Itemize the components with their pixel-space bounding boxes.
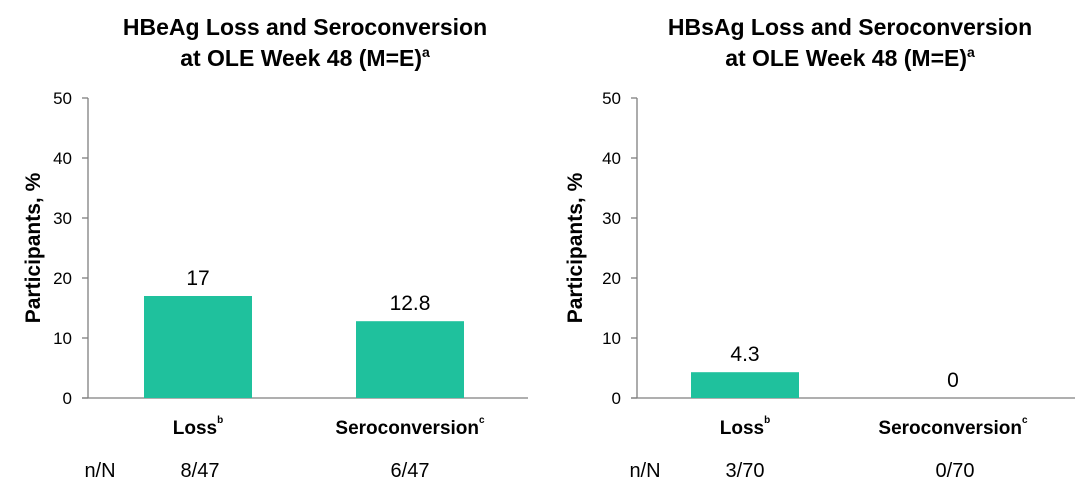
y-tick-label: 0	[612, 389, 621, 408]
chart-title-line-2: at OLE Week 48 (M=E)a	[180, 44, 430, 71]
y-tick-label: 30	[602, 209, 621, 228]
n-over-n-row-label: n/N	[84, 460, 115, 482]
y-tick-label: 20	[602, 269, 621, 288]
data-labels: 4.30	[730, 343, 958, 392]
bar-loss	[144, 296, 252, 398]
chart-title-line-1: HBsAg Loss and Seroconversion	[668, 14, 1032, 40]
y-tick-label: 0	[63, 389, 72, 408]
n-over-n-seroconversion: 0/70	[936, 460, 975, 482]
y-ticks: 0 10 20 30 40 50	[53, 89, 88, 408]
y-tick-label: 50	[53, 89, 72, 108]
category-label-seroconversion: Seroconversionc	[878, 415, 1028, 439]
n-over-n-loss: 8/47	[181, 460, 220, 482]
y-tick-label: 20	[53, 269, 72, 288]
data-label-loss: 4.3	[730, 343, 759, 366]
category-label-seroconversion: Seroconversionc	[335, 415, 485, 439]
category-label-loss: Lossb	[720, 415, 770, 439]
bars	[691, 372, 799, 398]
bars	[144, 296, 464, 398]
y-tick-label: 10	[53, 329, 72, 348]
y-ticks: 0 10 20 30 40 50	[602, 89, 637, 408]
category-label-loss: Lossb	[173, 415, 223, 439]
n-over-n-seroconversion: 6/47	[391, 460, 430, 482]
y-tick-label: 40	[53, 149, 72, 168]
chart-panel-hbsag: HBsAg Loss and Seroconversion at OLE Wee…	[564, 14, 1075, 482]
title-superscript: a	[967, 44, 975, 60]
n-over-n-loss: 3/70	[726, 460, 765, 482]
bar-loss	[691, 372, 799, 398]
n-over-n-row-label: n/N	[629, 460, 660, 482]
data-label-seroconversion: 0	[947, 369, 959, 392]
y-axis-label: Participants, %	[22, 172, 45, 323]
y-tick-label: 30	[53, 209, 72, 228]
y-tick-label: 10	[602, 329, 621, 348]
y-axis-label: Participants, %	[564, 172, 587, 323]
data-label-loss: 17	[186, 267, 209, 290]
chart-title-line-2: at OLE Week 48 (M=E)a	[725, 44, 975, 71]
chart-title-line-1: HBeAg Loss and Seroconversion	[123, 14, 487, 40]
chart-panel-hbeag: HBeAg Loss and Seroconversion at OLE Wee…	[22, 14, 528, 482]
bar-seroconversion	[356, 321, 464, 398]
data-label-seroconversion: 12.8	[390, 292, 431, 315]
data-labels: 17 12.8	[186, 267, 430, 315]
y-tick-label: 40	[602, 149, 621, 168]
y-tick-label: 50	[602, 89, 621, 108]
title-superscript: a	[422, 44, 430, 60]
